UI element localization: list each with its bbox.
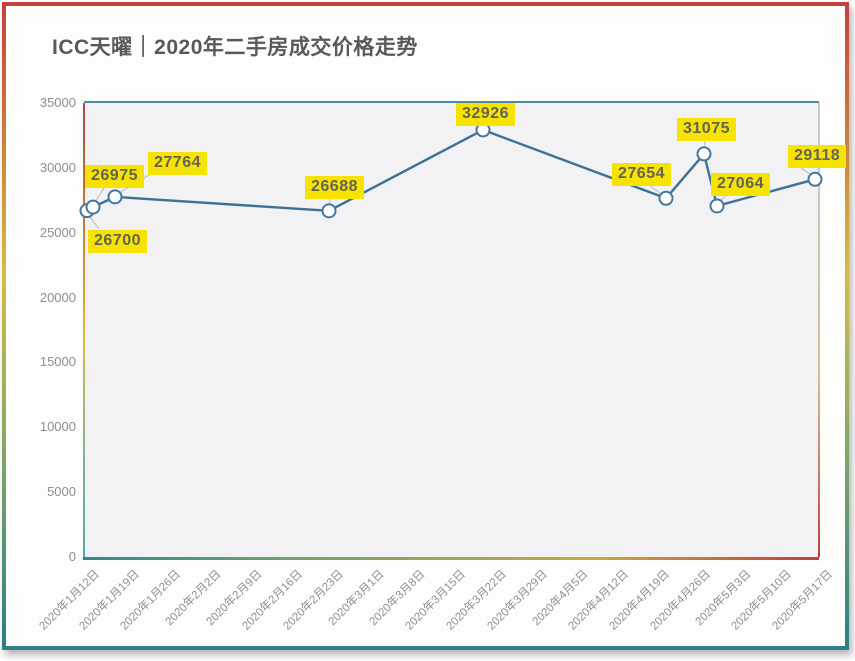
data-value-label: 31075: [677, 118, 736, 141]
plot-border-right: [818, 103, 820, 557]
chart-title: ICC天曜｜2020年二手房成交价格走势: [52, 36, 418, 59]
y-tick-label: 35000: [39, 95, 76, 110]
y-tick-label: 15000: [39, 354, 76, 370]
y-tick-label: 5000: [47, 484, 76, 500]
data-point-marker: [85, 199, 101, 215]
data-value-label: 26700: [88, 230, 147, 253]
y-tick-label: 0: [68, 549, 76, 564]
data-point-marker: [696, 146, 712, 162]
data-value-label: 27654: [612, 163, 671, 186]
plot-border-top: [84, 101, 819, 103]
x-axis-line: [83, 557, 819, 560]
data-value-label: 32926: [456, 103, 515, 126]
data-value-label: 29118: [788, 145, 847, 168]
data-value-label: 27064: [711, 173, 770, 196]
y-tick-label: 20000: [39, 289, 76, 305]
data-point-marker: [321, 203, 337, 219]
data-value-label: 26688: [305, 176, 364, 199]
data-point-marker: [807, 171, 823, 187]
y-tick-label: 30000: [39, 159, 76, 175]
y-tick-label: 25000: [39, 224, 76, 240]
data-point-marker: [658, 190, 674, 206]
data-value-label: 26975: [85, 165, 144, 188]
y-tick-label: 10000: [39, 419, 76, 435]
data-point-marker: [709, 198, 725, 214]
data-point-marker: [107, 189, 123, 205]
plot-area: [85, 103, 818, 557]
data-value-label: 27764: [148, 152, 207, 175]
y-axis-line: [83, 103, 85, 557]
